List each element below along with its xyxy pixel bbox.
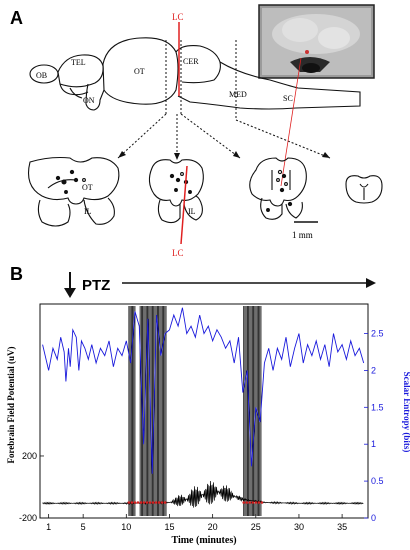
y-left-tick-label: -200 bbox=[19, 513, 37, 523]
x-tick-label: 35 bbox=[337, 522, 347, 532]
seizure-marker bbox=[130, 501, 134, 504]
ob-label: OB bbox=[36, 71, 47, 80]
x-tick-label: 10 bbox=[121, 522, 131, 532]
tel-label: TEL bbox=[71, 58, 86, 67]
seizure-marker bbox=[242, 501, 246, 504]
seizure-marker bbox=[136, 501, 140, 504]
panel-a: A OB TEL OT CER ON MED SC bbox=[10, 4, 383, 258]
y-right-tick-label: 2 bbox=[371, 365, 376, 375]
seizure-marker bbox=[148, 501, 152, 504]
section-il-label-1: IL bbox=[84, 207, 92, 216]
panel-a-label: A bbox=[10, 8, 23, 28]
seizure-marker bbox=[248, 501, 252, 504]
seizure-marker bbox=[139, 501, 143, 504]
seizure-marker bbox=[142, 501, 146, 504]
lc-connector bbox=[280, 57, 302, 187]
seizure-marker bbox=[260, 501, 264, 504]
brain-outline bbox=[29, 37, 361, 111]
seizure-marker bbox=[251, 501, 255, 504]
section-3 bbox=[249, 157, 307, 220]
lc-line-bottom bbox=[180, 165, 188, 245]
seizure-marker bbox=[245, 501, 249, 504]
x-tick-label: 30 bbox=[294, 522, 304, 532]
arrowheads bbox=[118, 151, 330, 160]
y-right-tick-label: 1.5 bbox=[371, 402, 384, 412]
seizure-marker bbox=[160, 501, 164, 504]
section-il-label-2: IL bbox=[188, 207, 196, 216]
seizure-marker bbox=[145, 501, 149, 504]
entropy-trace bbox=[42, 307, 365, 474]
field-potential-trace bbox=[42, 480, 364, 508]
y-right-tick-label: 1 bbox=[371, 439, 376, 449]
seizure-marker bbox=[257, 501, 261, 504]
scale-bar-label: 1 mm bbox=[292, 230, 313, 240]
med-label: MED bbox=[229, 90, 247, 99]
ptz-down-arrowhead bbox=[64, 288, 76, 298]
x-tick-label: 15 bbox=[164, 522, 174, 532]
ptz-arrow-head bbox=[366, 278, 376, 288]
section-1 bbox=[27, 156, 120, 227]
seizure-marker bbox=[127, 501, 131, 504]
section-2 bbox=[148, 159, 204, 224]
sc-label: SC bbox=[283, 94, 293, 103]
on-label: ON bbox=[83, 96, 95, 105]
seizure-marker bbox=[157, 501, 161, 504]
panel-b-label: B bbox=[10, 264, 23, 284]
seizure-marker bbox=[133, 501, 137, 504]
section-4 bbox=[345, 175, 383, 204]
lc-label-bottom: LC bbox=[172, 248, 184, 258]
y-right-tick-label: 0 bbox=[371, 513, 376, 523]
x-axis-label: Time (minutes) bbox=[171, 535, 236, 546]
x-tick-label: 25 bbox=[251, 522, 261, 532]
section-ot-label: OT bbox=[82, 183, 93, 192]
y-left-label: Forebrain Field Potential (uV) bbox=[6, 346, 16, 463]
seizure-marker bbox=[154, 501, 158, 504]
x-tick-label: 5 bbox=[81, 522, 86, 532]
micrograph-photo bbox=[258, 4, 375, 79]
plot-frame bbox=[39, 303, 369, 519]
ot-label: OT bbox=[134, 67, 145, 76]
seizure-marker bbox=[151, 501, 155, 504]
y-right-tick-label: 0.5 bbox=[371, 476, 384, 486]
seizure-marker bbox=[254, 501, 258, 504]
ptz-label: PTZ bbox=[82, 277, 110, 294]
seizure-marker bbox=[163, 501, 167, 504]
x-tick-label: 1 bbox=[46, 522, 51, 532]
y-right-label: Scalar Entropy (bits) bbox=[402, 372, 410, 453]
y-right-tick-label: 2.5 bbox=[371, 329, 384, 339]
y-left-tick-label: 200 bbox=[22, 451, 37, 461]
cer-label: CER bbox=[183, 57, 199, 66]
lc-label-top: LC bbox=[172, 12, 184, 22]
x-tick-label: 20 bbox=[208, 522, 218, 532]
section-cut-lines bbox=[117, 40, 331, 159]
